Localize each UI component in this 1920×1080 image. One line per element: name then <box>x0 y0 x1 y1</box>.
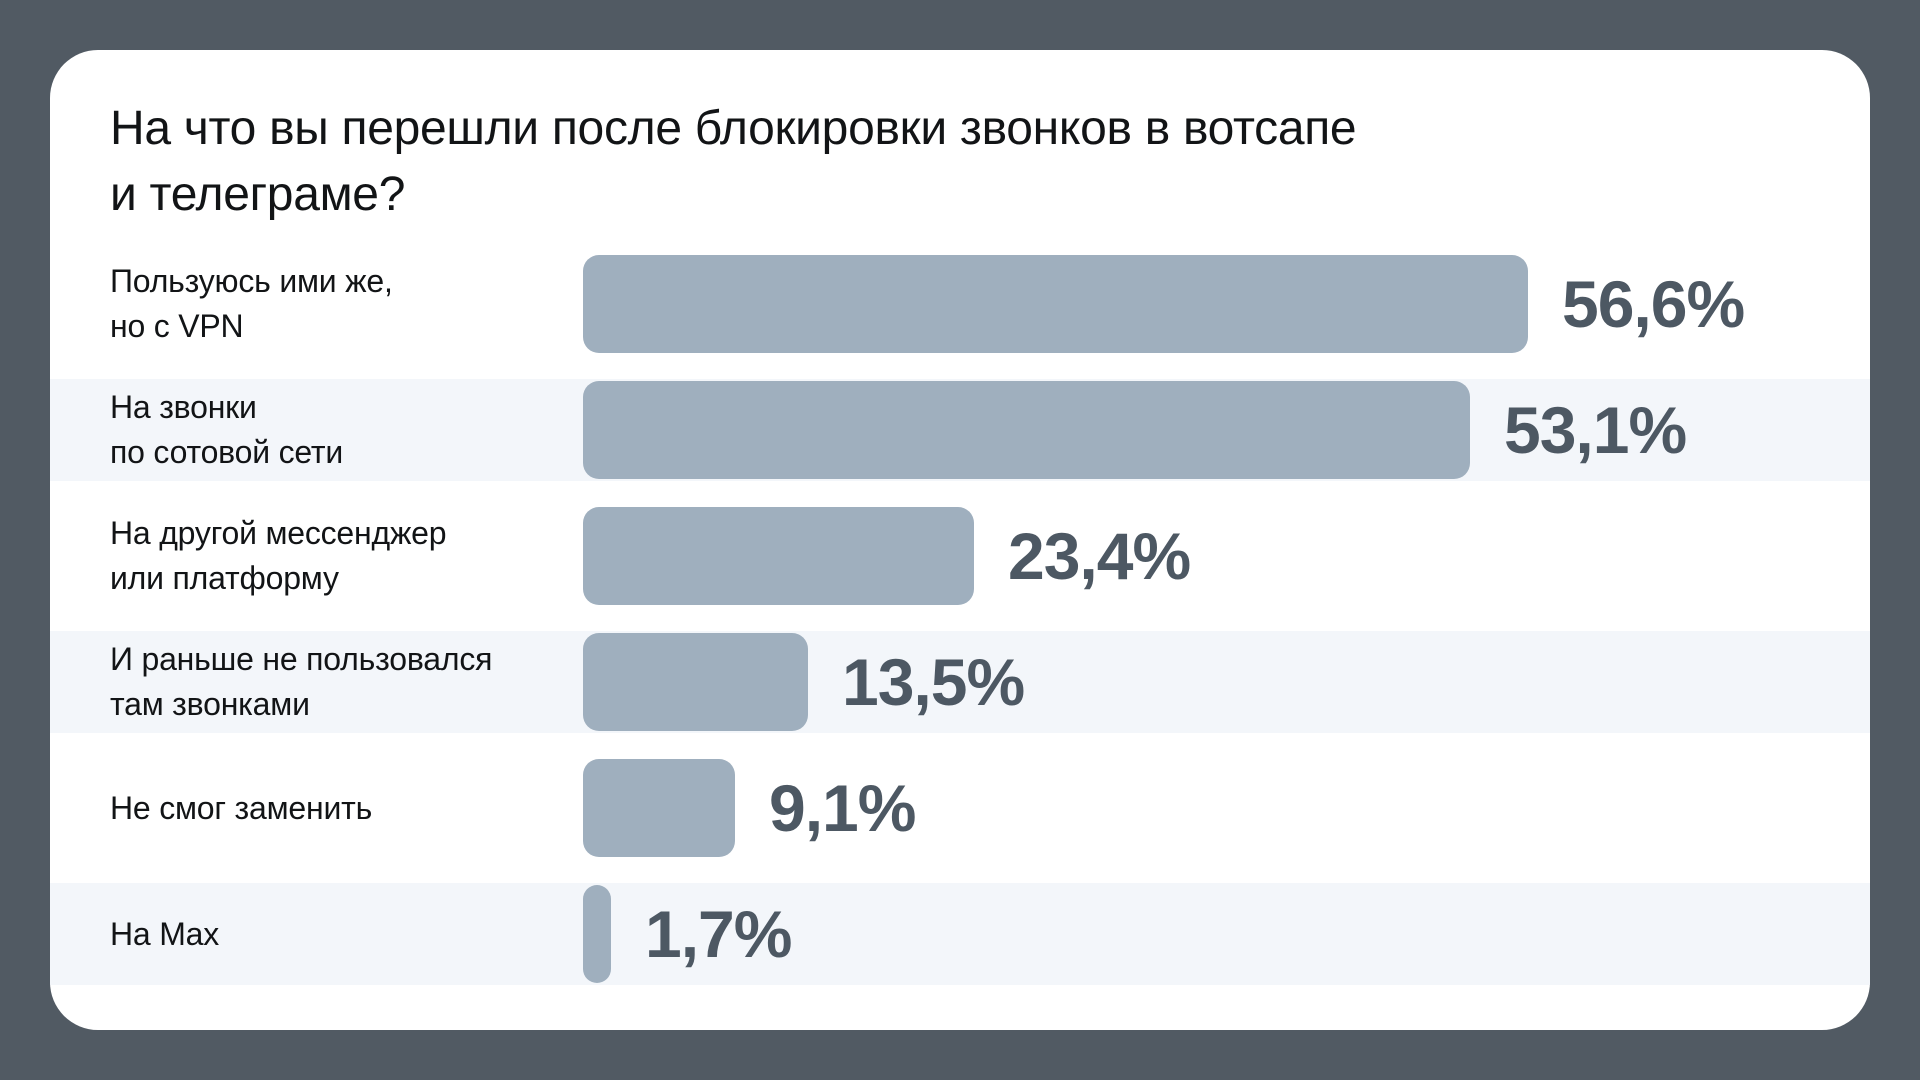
bar-row-vpn: Пользуюсь ими же, но с VPN 56,6% <box>50 253 1870 355</box>
bar-track: 13,5% <box>583 631 1810 733</box>
bar-value-label: 9,1% <box>769 771 916 845</box>
bar-row-never-used: И раньше не пользовался там звонками 13,… <box>50 631 1870 733</box>
bar-row-label: На другой мессенджер или платформу <box>110 515 447 596</box>
bar-row-label: Не смог заменить <box>110 789 373 826</box>
bar-row-other-messenger: На другой мессенджер или платформу 23,4% <box>50 505 1870 607</box>
bar-track: 23,4% <box>583 505 1810 607</box>
bar-row-max: На Max 1,7% <box>50 883 1870 985</box>
bar-track: 56,6% <box>583 253 1810 355</box>
bar <box>583 885 611 983</box>
bar-track: 53,1% <box>583 379 1810 481</box>
bar-row-cellular: На звонки по сотовой сети 53,1% <box>50 379 1870 481</box>
bar <box>583 507 974 605</box>
bar-track: 9,1% <box>583 757 1810 859</box>
bar <box>583 759 735 857</box>
bar-track: 1,7% <box>583 883 1810 985</box>
bar-rows: Пользуюсь ими же, но с VPN 56,6% На звон… <box>50 253 1870 985</box>
bar-row-label: И раньше не пользовался там звонками <box>110 641 493 722</box>
bar-value-label: 1,7% <box>645 897 792 971</box>
bar-value-label: 53,1% <box>1504 393 1687 467</box>
bar-value-label: 56,6% <box>1562 267 1745 341</box>
bar-row-could-not-replace: Не смог заменить 9,1% <box>50 757 1870 859</box>
bar-row-label: На звонки по сотовой сети <box>110 389 344 470</box>
bar-row-label: На Max <box>110 915 220 952</box>
bar-row-label: Пользуюсь ими же, но с VPN <box>110 263 393 344</box>
bar-value-label: 23,4% <box>1008 519 1191 593</box>
bar-value-label: 13,5% <box>842 645 1025 719</box>
bar <box>583 633 808 731</box>
bar <box>583 255 1528 353</box>
chart-card: На что вы перешли после блокировки звонк… <box>50 50 1870 1030</box>
bar <box>583 381 1470 479</box>
chart-title: На что вы перешли после блокировки звонк… <box>110 102 1357 221</box>
